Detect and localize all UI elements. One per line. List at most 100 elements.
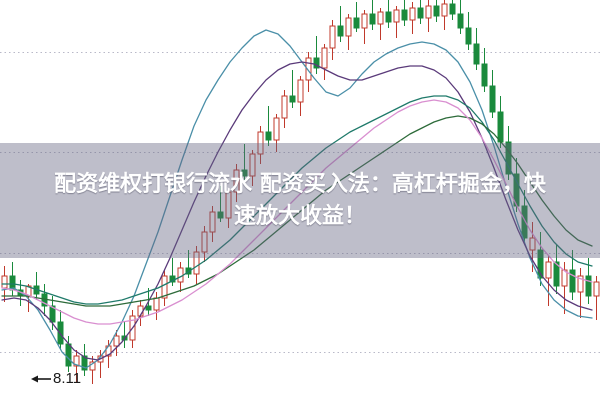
candle-down — [385, 0, 392, 28]
candle-body — [529, 237, 536, 251]
candle-body — [545, 261, 552, 279]
candle-body — [505, 141, 512, 175]
candle-down — [505, 126, 512, 180]
candle-body — [209, 211, 216, 233]
candle-body — [145, 305, 152, 311]
candle-body — [433, 5, 440, 17]
candle-body — [233, 169, 240, 193]
candle-body — [497, 111, 504, 143]
candle-up — [321, 44, 328, 80]
candle-down — [521, 190, 528, 244]
candle-down — [81, 344, 88, 376]
candle-up — [201, 226, 208, 262]
candle-body — [201, 231, 208, 253]
candle-up — [425, 0, 432, 32]
candle-up — [577, 268, 584, 318]
candle-up — [225, 188, 232, 228]
candle-body — [457, 13, 464, 29]
candle-body — [153, 297, 160, 311]
candle-down — [369, 0, 376, 30]
page-title-line-1: 配资维权打银行流水 配资买入法：高杠杆掘金，快 — [54, 171, 546, 197]
candle-down — [433, 0, 440, 22]
ma-line-ma10 — [1, 61, 593, 361]
candle-body — [361, 13, 368, 29]
candle-body — [449, 3, 456, 15]
candle-up — [409, 2, 416, 34]
candle-down — [265, 106, 272, 146]
ma-line-ma60 — [1, 99, 593, 325]
candle-body — [577, 275, 584, 293]
candle-body — [585, 275, 592, 297]
candle-down — [241, 144, 248, 180]
candle-body — [289, 95, 296, 103]
candle-body — [177, 267, 184, 283]
candle-body — [385, 11, 392, 23]
ma-line-ma20 — [1, 95, 593, 305]
candle-body — [593, 281, 600, 297]
candle-body — [65, 343, 72, 367]
candle-up — [593, 276, 600, 320]
candle-down — [353, 2, 360, 32]
candle-body — [257, 131, 264, 155]
candle-down — [417, 0, 424, 24]
candle-up — [361, 10, 368, 44]
candle-body — [489, 85, 496, 113]
candle-body — [265, 131, 272, 141]
candle-body — [409, 7, 416, 21]
candle-up — [329, 20, 336, 60]
candle-body — [81, 355, 88, 371]
candle-body — [113, 335, 120, 347]
candle-body — [73, 355, 80, 367]
candle-body — [369, 13, 376, 25]
candle-body — [537, 249, 544, 279]
candle-up — [297, 76, 304, 116]
candle-body — [321, 47, 328, 69]
candle-body — [225, 191, 232, 219]
candle-body — [305, 57, 312, 81]
candle-body — [353, 17, 360, 29]
candle-down — [401, 0, 408, 26]
candle-up — [113, 330, 120, 356]
candle-body — [401, 9, 408, 21]
candle-body — [473, 43, 480, 65]
candle-body — [161, 275, 168, 299]
candle-down — [217, 186, 224, 222]
candle-body — [313, 57, 320, 69]
candle-down — [449, 0, 456, 20]
candle-body — [465, 27, 472, 45]
candle-down — [537, 232, 544, 286]
candle-up — [305, 52, 312, 92]
candle-body — [1, 275, 8, 289]
ma-line-ma5 — [1, 29, 593, 369]
candle-down — [473, 28, 480, 70]
candle-up — [161, 270, 168, 306]
page-title: 配资维权打银行流水 配资买入法：高杠杆掘金，快 速放大收益！ — [10, 169, 590, 233]
candle-up — [209, 206, 216, 242]
title-overlay-band: 配资维权打银行流水 配资买入法：高杠杆掘金，快 速放大收益！ — [0, 143, 600, 258]
candle-down — [553, 244, 560, 294]
candle-body — [241, 169, 248, 177]
candle-body — [377, 11, 384, 25]
candle-up — [273, 114, 280, 152]
candle-up — [345, 14, 352, 50]
candle-down — [481, 48, 488, 92]
candle-body — [49, 305, 56, 323]
candle-body — [393, 9, 400, 23]
candle-body — [249, 153, 256, 177]
candle-up — [377, 8, 384, 40]
candle-body — [337, 25, 344, 37]
candle-body — [297, 79, 304, 103]
candle-up — [249, 150, 256, 186]
candle-up — [545, 256, 552, 306]
candle-up — [393, 6, 400, 38]
candle-up — [281, 90, 288, 128]
candle-body — [521, 205, 528, 239]
candle-down — [313, 36, 320, 74]
candle-up — [441, 0, 448, 30]
candle-body — [273, 117, 280, 141]
candle-body — [441, 3, 448, 17]
candle-body — [193, 251, 200, 275]
